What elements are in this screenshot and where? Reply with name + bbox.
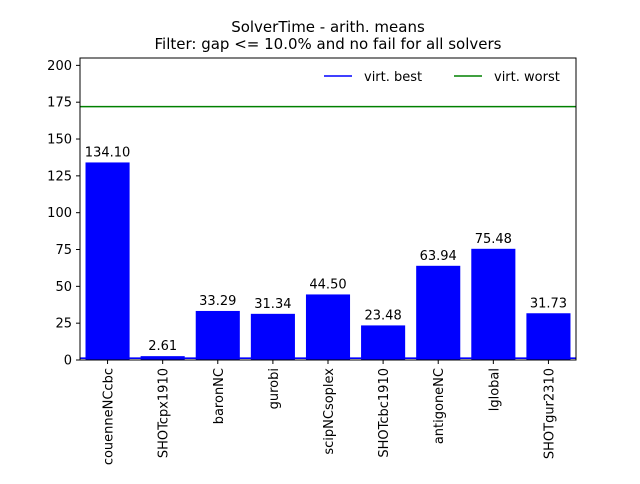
- bar-SHOTcpx1910: [140, 356, 185, 360]
- bar-value-label: 31.34: [254, 297, 291, 312]
- y-tick-label: 200: [47, 59, 72, 74]
- bar-value-label: 75.48: [475, 232, 512, 247]
- bar-scipNCsoplex: [305, 294, 351, 360]
- x-tick-label: gurobi: [267, 368, 282, 409]
- bar-value-label: 2.61: [148, 339, 177, 354]
- x-tick-label: baronNC: [212, 368, 227, 424]
- x-tick-label: couenneNCcbc: [102, 368, 117, 465]
- x-tick-label: SHOTcpx1910: [157, 368, 172, 458]
- bar-gurobi: [250, 313, 295, 360]
- bar-value-label: 63.94: [420, 249, 457, 264]
- legend-virt-best: virt. best: [324, 70, 422, 85]
- plot-frame: [79, 57, 577, 361]
- x-tick-label: lglobal: [487, 368, 502, 411]
- chart-title: SolverTime - arith. means: [231, 18, 425, 36]
- bar-SHOTcbc1910: [361, 325, 406, 360]
- bar-value-label: 23.48: [365, 308, 402, 323]
- bar-antigoneNC: [416, 265, 461, 360]
- y-tick-label: 75: [55, 243, 72, 258]
- y-tick-label: 25: [55, 317, 72, 332]
- y-tick-label: 50: [55, 280, 72, 295]
- y-tick-label: 125: [47, 169, 72, 184]
- x-tick-label: scipNCsoplex: [322, 368, 337, 455]
- y-tick-label: 100: [47, 206, 72, 221]
- legend-label: virt. best: [364, 70, 422, 85]
- legend: virt. best virt. worst: [324, 70, 560, 85]
- y-tick-label: 175: [47, 96, 72, 111]
- bar-couenneNCcbc: [85, 162, 130, 360]
- x-tick-label: SHOTgur2310: [542, 368, 557, 459]
- x-tick-label: SHOTcbc1910: [377, 368, 392, 458]
- bar-baronNC: [195, 310, 240, 360]
- y-tick-label: 150: [47, 133, 72, 148]
- chart-subtitle: Filter: gap <= 10.0% and no fail for all…: [155, 35, 502, 53]
- bar-SHOTgur2310: [526, 313, 571, 360]
- y-tick-label: 0: [64, 354, 72, 369]
- bar-value-label: 44.50: [309, 277, 346, 292]
- x-axis: couenneNCcbc SHOTcpx1910 baronNC gurobi scip…: [102, 360, 557, 465]
- x-tick-label: antigoneNC: [432, 368, 447, 444]
- bar-value-label: 33.29: [199, 294, 236, 309]
- legend-virt-worst: virt. worst: [454, 70, 560, 85]
- legend-label: virt. worst: [494, 70, 560, 85]
- bar-data-labels: 134.10 2.61 33.29 31.34 44.50 23.48 63.94 75.48…: [85, 145, 567, 354]
- bar-lglobal: [471, 248, 516, 360]
- y-axis: 0 25 50 75 100 125 150 175 200: [47, 59, 80, 369]
- bar-value-label: 31.73: [530, 296, 567, 311]
- bar-value-label: 134.10: [85, 145, 131, 160]
- bar-series: [85, 162, 571, 360]
